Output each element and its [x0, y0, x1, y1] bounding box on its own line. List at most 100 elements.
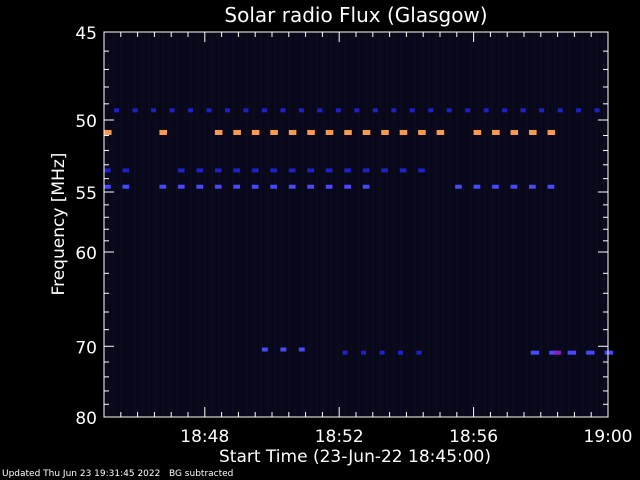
updated-timestamp: Updated Thu Jun 23 19:31:45 2022 [2, 469, 161, 479]
band-segment [539, 108, 545, 113]
band-segment [344, 168, 351, 173]
band-segment [159, 129, 167, 135]
band-segment [261, 108, 267, 113]
x-tick-label: 18:48 [180, 427, 229, 447]
band-segment [391, 108, 397, 113]
band-segment [416, 350, 422, 355]
emission-bands [104, 108, 614, 355]
band-segment [492, 129, 500, 135]
band-segment [196, 168, 204, 173]
band-segment [379, 350, 385, 355]
band-segment [270, 129, 278, 135]
band-segment [483, 108, 489, 113]
band-segment [399, 168, 407, 173]
band-segment [549, 350, 558, 355]
band-segment [455, 184, 462, 189]
band-segment [288, 168, 296, 173]
band-segment [446, 108, 452, 113]
band-segment [177, 168, 185, 173]
band-segment [372, 108, 378, 113]
band-segment [530, 350, 540, 355]
band-segment [251, 184, 259, 189]
band-segment [307, 129, 315, 135]
band-segment [594, 108, 600, 113]
band-segment [428, 108, 434, 113]
band-segment [362, 168, 370, 173]
band-segment [288, 184, 296, 189]
band-segment [418, 168, 425, 173]
band-segment [325, 168, 333, 173]
band-segment [280, 347, 287, 352]
band-segment [270, 168, 278, 173]
band-segment [604, 350, 614, 355]
band-segment [104, 129, 112, 135]
band-segment [298, 347, 305, 352]
band-segment [398, 350, 404, 355]
y-axis-label: Frequency [MHz] [49, 153, 69, 296]
band-segment [547, 184, 555, 189]
y-tick-label: 50 [75, 112, 97, 132]
footer: Updated Thu Jun 23 19:31:45 2022 BG subt… [2, 469, 233, 479]
band-segment [342, 350, 348, 355]
band-segment [270, 184, 278, 189]
band-segment [492, 184, 499, 189]
band-segment [243, 108, 249, 113]
band-segment [576, 108, 582, 113]
band-segment [196, 184, 204, 189]
band-segment [409, 108, 415, 113]
band-segment [381, 129, 389, 135]
band-segment [307, 168, 314, 173]
band-segment [233, 184, 241, 189]
band-segment [104, 184, 111, 189]
band-segment [214, 168, 222, 173]
band-segment [502, 108, 508, 113]
band-segment [233, 129, 241, 135]
band-segment [586, 350, 595, 355]
band-segment [114, 108, 120, 113]
x-axis: 18:48 18:52 18:56 19:00 [103, 32, 633, 447]
band-segment [188, 108, 194, 113]
band-segment [224, 108, 230, 113]
y-tick-label: 70 [75, 338, 97, 358]
x-tick-label: 19:00 [584, 427, 633, 447]
band-segment [325, 184, 333, 189]
x-tick-label: 18:56 [449, 427, 498, 447]
band-segment [547, 129, 556, 135]
band-segment [251, 168, 259, 173]
band-segment [206, 108, 212, 113]
band-segment [288, 129, 297, 135]
band-segment [122, 184, 130, 189]
y-tick-label: 60 [75, 244, 97, 264]
band-segment [567, 350, 577, 355]
band-segment [554, 350, 561, 355]
band-segment [418, 129, 426, 135]
band-segment [529, 184, 536, 189]
band-segment [298, 108, 304, 113]
band-segment [132, 108, 138, 113]
band-segment [465, 108, 471, 113]
band-segment [159, 184, 167, 189]
band-segment [362, 184, 370, 189]
band-segment [557, 108, 563, 113]
band-segment [214, 184, 222, 189]
band-segment [151, 108, 157, 113]
plot-area [104, 32, 608, 417]
band-segment [381, 168, 388, 173]
bg-subtracted-note: BG subtracted [168, 469, 234, 479]
band-segment [520, 108, 526, 113]
band-segment [362, 129, 371, 135]
band-segment [122, 168, 130, 173]
band-segment [177, 184, 185, 189]
band-segment [473, 129, 482, 135]
band-segment [529, 129, 537, 135]
band-segment [510, 129, 519, 135]
band-segment [335, 108, 341, 113]
band-segment [510, 184, 518, 189]
band-segment [325, 129, 334, 135]
band-segment [473, 184, 481, 189]
band-segment [361, 350, 367, 355]
band-segment [344, 129, 352, 135]
y-tick-label: 45 [75, 24, 97, 44]
band-segment [104, 168, 111, 173]
